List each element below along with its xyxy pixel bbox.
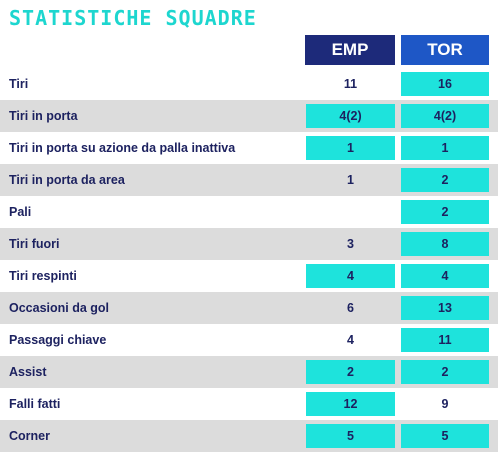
stat-value-tor: 5 xyxy=(401,424,489,448)
stat-value-tor: 4(2) xyxy=(401,104,489,128)
stat-label: Passaggi chiave xyxy=(9,333,107,347)
table-row: Corner 5 5 xyxy=(0,420,498,452)
table-row: Passaggi chiave 4 11 xyxy=(0,324,498,356)
stat-label: Tiri in porta xyxy=(9,109,78,123)
stat-label: Tiri respinti xyxy=(9,269,77,283)
table-row: Pali 2 xyxy=(0,196,498,228)
stat-value-tor: 1 xyxy=(401,136,489,160)
stat-label: Falli fatti xyxy=(9,397,61,411)
table-row: Falli fatti 12 9 xyxy=(0,388,498,420)
table-row: Tiri 11 16 xyxy=(0,68,498,100)
page-title: STATISTICHE SQUADRE xyxy=(9,6,257,30)
stat-label: Tiri xyxy=(9,77,29,91)
table-row: Assist 2 2 xyxy=(0,356,498,388)
stat-label: Pali xyxy=(9,205,32,219)
team-header-emp: EMP xyxy=(305,35,395,65)
stat-value-tor: 4 xyxy=(401,264,489,288)
table-row: Tiri in porta da area 1 2 xyxy=(0,164,498,196)
stat-value-tor: 2 xyxy=(401,168,489,192)
stat-value-emp: 11 xyxy=(343,77,358,91)
team-header-tor: TOR xyxy=(401,35,489,65)
stat-value-emp: 12 xyxy=(306,392,395,416)
stat-value-tor: 8 xyxy=(401,232,489,256)
stat-value-tor: 11 xyxy=(401,328,489,352)
stat-value-emp xyxy=(306,200,395,224)
stat-value-tor: 13 xyxy=(401,296,489,320)
stat-value-emp: 4(2) xyxy=(306,104,395,128)
stat-value-tor: 2 xyxy=(401,360,489,384)
stat-label: Tiri in porta da area xyxy=(9,173,125,187)
stat-value-emp: 5 xyxy=(306,424,395,448)
stat-value-emp: 2 xyxy=(306,360,395,384)
stat-value-emp: 1 xyxy=(347,173,354,187)
table-row: Occasioni da gol 6 13 xyxy=(0,292,498,324)
stat-label: Occasioni da gol xyxy=(9,301,110,315)
table-row: Tiri in porta 4(2) 4(2) xyxy=(0,100,498,132)
stat-value-tor: 16 xyxy=(401,72,489,96)
stat-value-emp: 4 xyxy=(306,264,395,288)
stat-value-tor: 2 xyxy=(401,200,489,224)
stat-value-emp: 3 xyxy=(347,237,354,251)
table-row: Tiri fuori 3 8 xyxy=(0,228,498,260)
stat-value-emp: 6 xyxy=(347,301,354,315)
stat-label: Tiri in porta su azione da palla inattiv… xyxy=(9,141,236,155)
stat-value-emp: 1 xyxy=(306,136,395,160)
stat-label: Tiri fuori xyxy=(9,237,60,251)
stat-value-tor: 9 xyxy=(441,397,449,411)
stat-label: Assist xyxy=(9,365,47,379)
stats-table: Tiri 11 16 Tiri in porta 4(2) 4(2) Tiri in por… xyxy=(0,68,498,452)
stat-label: Corner xyxy=(9,429,50,443)
table-row: Tiri in porta su azione da palla inattiv… xyxy=(0,132,498,164)
table-row: Tiri respinti 4 4 xyxy=(0,260,498,292)
stat-value-emp: 4 xyxy=(347,333,354,347)
